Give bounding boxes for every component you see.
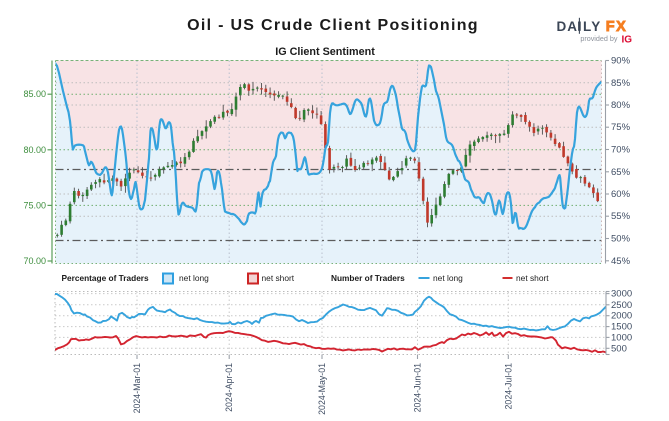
svg-text:80.00: 80.00 xyxy=(23,145,46,155)
svg-text:Y: Y xyxy=(591,19,600,34)
svg-text:2024-Jun-01: 2024-Jun-01 xyxy=(413,363,423,413)
svg-text:IG: IG xyxy=(622,34,633,45)
svg-text:provided by: provided by xyxy=(580,34,618,43)
svg-text:60%: 60% xyxy=(611,189,631,200)
svg-text:85%: 85% xyxy=(611,78,631,89)
svg-text:L: L xyxy=(583,19,591,34)
svg-text:70.00: 70.00 xyxy=(23,256,46,266)
svg-text:2024-May-01: 2024-May-01 xyxy=(317,363,327,415)
svg-text:Percentage of Traders: Percentage of Traders xyxy=(62,273,150,283)
svg-text:3000: 3000 xyxy=(611,289,632,300)
svg-text:net long: net long xyxy=(433,273,463,283)
svg-text:net long: net long xyxy=(179,273,209,283)
svg-text:Oil - US Crude Client Position: Oil - US Crude Client Positioning xyxy=(187,17,479,34)
svg-text:A: A xyxy=(567,19,577,34)
svg-text:net short: net short xyxy=(262,273,295,283)
svg-text:Number of Traders: Number of Traders xyxy=(331,273,405,283)
svg-text:90%: 90% xyxy=(611,56,631,67)
svg-text:1500: 1500 xyxy=(611,322,632,333)
svg-text:1000: 1000 xyxy=(611,332,632,343)
svg-text:65%: 65% xyxy=(611,167,631,178)
svg-text:75.00: 75.00 xyxy=(23,200,46,210)
svg-text:500: 500 xyxy=(611,343,627,354)
svg-text:2024-Mar-01: 2024-Mar-01 xyxy=(132,363,142,413)
svg-text:45%: 45% xyxy=(611,256,631,267)
svg-text:IG Client Sentiment: IG Client Sentiment xyxy=(275,46,375,58)
svg-text:2500: 2500 xyxy=(611,300,632,311)
svg-text:FX: FX xyxy=(606,19,628,35)
svg-text:85.00: 85.00 xyxy=(23,89,46,99)
svg-text:70%: 70% xyxy=(611,145,631,156)
svg-text:2024-Apr-01: 2024-Apr-01 xyxy=(224,363,234,412)
svg-text:55%: 55% xyxy=(611,211,631,222)
svg-text:50%: 50% xyxy=(611,234,631,245)
svg-text:D: D xyxy=(557,19,567,34)
svg-text:80%: 80% xyxy=(611,100,631,111)
svg-text:75%: 75% xyxy=(611,122,631,133)
svg-text:net short: net short xyxy=(516,273,549,283)
svg-text:2024-Jul-01: 2024-Jul-01 xyxy=(503,363,513,410)
svg-text:2000: 2000 xyxy=(611,311,632,322)
